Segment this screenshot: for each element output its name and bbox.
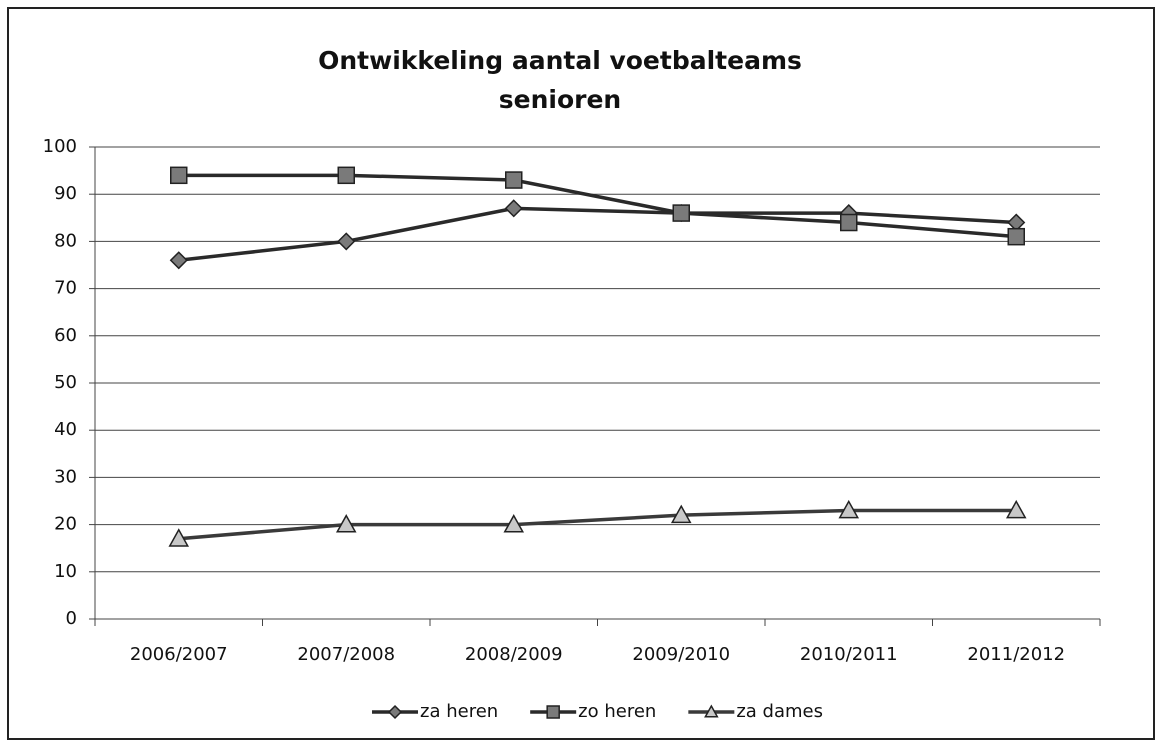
y-tick-label: 90 <box>54 183 77 204</box>
y-tick-label: 10 <box>54 561 77 582</box>
marker <box>546 705 560 719</box>
marker <box>704 704 719 718</box>
marker <box>672 204 690 222</box>
x-tick-label: 2009/2010 <box>632 644 730 665</box>
marker <box>840 213 858 232</box>
series-line <box>178 173 1017 239</box>
y-tick-label: 80 <box>54 230 77 251</box>
marker <box>169 251 188 270</box>
y-tick-label: 70 <box>54 278 77 299</box>
marker <box>670 504 692 524</box>
y-tick-label: 40 <box>54 419 77 440</box>
series-line <box>178 508 1017 541</box>
marker <box>170 166 188 185</box>
marker <box>335 514 357 533</box>
y-tick-label: 50 <box>54 372 77 393</box>
marker <box>168 528 190 547</box>
x-tick-label: 2010/2011 <box>800 644 898 665</box>
x-tick-label: 2007/2008 <box>297 644 395 665</box>
marker <box>503 514 525 533</box>
x-tick-label: 2008/2009 <box>465 644 563 665</box>
marker <box>504 199 523 218</box>
marker <box>1007 227 1025 246</box>
marker <box>505 171 523 189</box>
marker <box>337 232 356 251</box>
legend-label: za heren <box>420 701 498 722</box>
y-tick-label: 30 <box>54 466 77 487</box>
y-tick-label: 60 <box>54 325 77 346</box>
x-tick-label: 2011/2012 <box>967 644 1065 665</box>
chart-frame <box>7 7 1155 740</box>
marker <box>1005 499 1027 519</box>
chart-title: senioren <box>499 85 621 114</box>
legend: za heren zo heren za dames <box>372 701 823 722</box>
x-tick-label: 2006/2007 <box>130 644 228 665</box>
series-line <box>178 206 1017 263</box>
y-tick-label: 0 <box>66 608 77 629</box>
y-tick-label: 20 <box>54 514 77 535</box>
marker <box>838 499 860 519</box>
legend-label: za dames <box>736 701 823 722</box>
legend-label: zo heren <box>578 701 656 722</box>
marker <box>337 166 355 185</box>
chart-title: Ontwikkeling aantal voetbalteams <box>318 46 802 75</box>
y-tick-label: 100 <box>43 136 77 157</box>
marker <box>387 704 403 720</box>
